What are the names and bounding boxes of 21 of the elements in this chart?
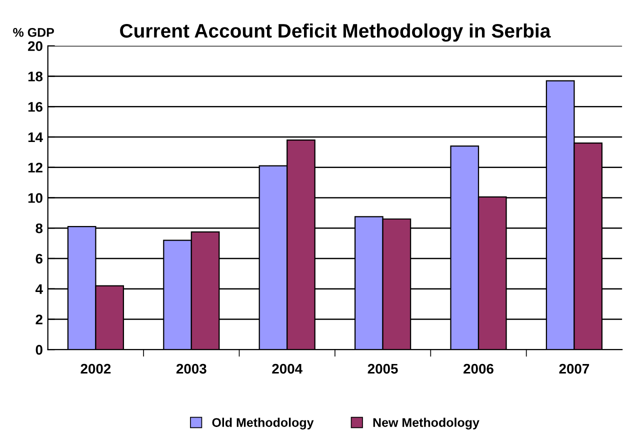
x-tick-label: 2004 [272, 364, 302, 374]
y-tick-label: 20 [28, 41, 42, 52]
x-tick-label: 2003 [176, 364, 206, 374]
y-tick-label: 2 [36, 314, 42, 324]
legend-label: Old Methodology [212, 418, 314, 430]
y-tick-label: 12 [28, 162, 42, 172]
y-tick-label: 16 [28, 102, 42, 112]
y-axis-title: % GDP [13, 28, 54, 37]
y-tick-label: 10 [28, 193, 42, 203]
y-tick-label: 18 [28, 72, 43, 82]
legend-label: New Methodology [373, 418, 480, 430]
x-tick-label: 2006 [464, 364, 494, 374]
y-tick-label: 4 [35, 284, 43, 294]
y-tick-label: 8 [36, 223, 43, 234]
chart-title: Current Account Deficit Methodology in Serbia [120, 23, 551, 42]
y-tick-label: 14 [28, 132, 43, 142]
y-tick-label: 0 [36, 344, 42, 355]
x-tick-label: 2005 [368, 364, 398, 374]
x-tick-label: 2007 [559, 364, 590, 374]
y-tick-label: 6 [36, 254, 42, 264]
x-tick-label: 2002 [80, 364, 111, 374]
